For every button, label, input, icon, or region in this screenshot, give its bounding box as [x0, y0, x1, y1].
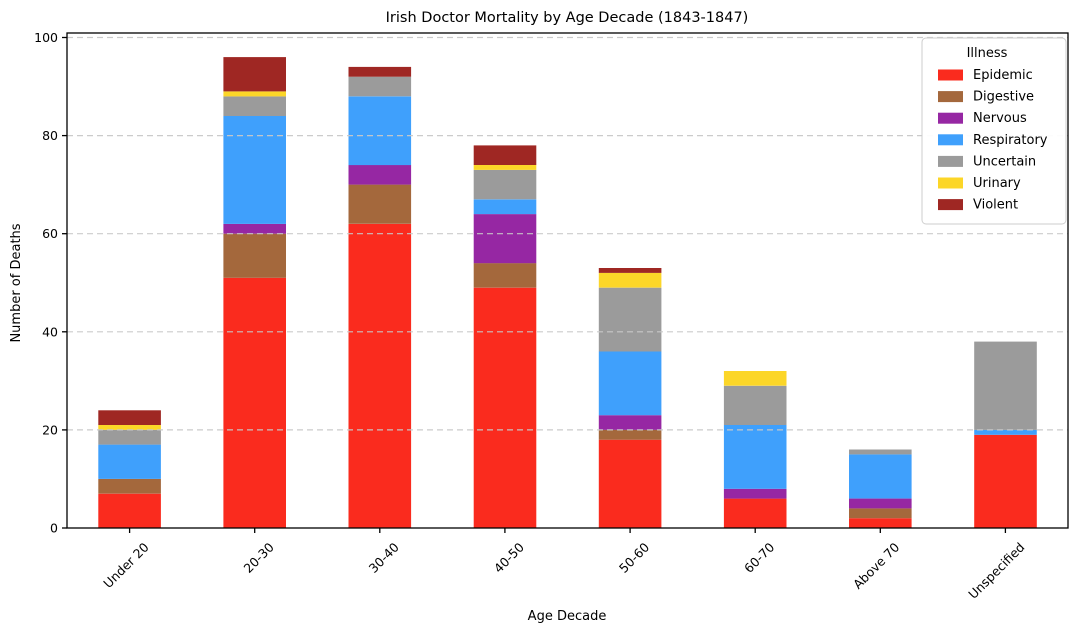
bar-segment-epidemic-above-70	[849, 518, 912, 528]
x-tick-label: 20-30	[241, 539, 277, 575]
bar-segment-uncertain-unspecified	[974, 341, 1037, 430]
bar-segment-digestive-20-30	[223, 233, 286, 278]
bar-segment-uncertain-40-50	[473, 169, 537, 200]
y-tick-label: 0	[50, 521, 58, 536]
bar-segment-respiratory-30-40	[348, 96, 412, 166]
bar-segment-uncertain-60-70	[723, 385, 787, 425]
bar-segment-urinary-20-30	[223, 91, 286, 97]
y-tick-label: 60	[42, 226, 58, 241]
bar-segment-violent-20-30	[223, 57, 286, 92]
bar-segment-uncertain-30-40	[348, 76, 412, 97]
bar-segment-respiratory-40-50	[473, 199, 537, 215]
bar-segment-uncertain-under-20	[98, 429, 161, 445]
gridlines	[67, 36, 1068, 431]
bar-segment-uncertain-above-70	[849, 449, 912, 455]
legend-label-epidemic: Epidemic	[973, 68, 1033, 83]
bar-segment-uncertain-50-60	[598, 287, 662, 352]
bar-segment-urinary-60-70	[723, 371, 787, 386]
bar-segment-epidemic-40-50	[473, 287, 537, 528]
y-tick-label: 80	[42, 128, 58, 143]
legend-label-uncertain: Uncertain	[973, 154, 1036, 169]
x-tick-label: 30-40	[366, 539, 402, 575]
bar-segment-digestive-40-50	[473, 263, 537, 288]
bar-segment-epidemic-60-70	[723, 498, 787, 528]
legend-swatch-urinary	[938, 177, 963, 189]
bar-segment-nervous-50-60	[598, 415, 662, 430]
legend-swatch-uncertain	[938, 155, 963, 167]
bar-segment-epidemic-unspecified	[974, 434, 1037, 528]
bar-segment-nervous-60-70	[723, 488, 787, 499]
legend-swatch-respiratory	[938, 134, 963, 146]
legend-label-urinary: Urinary	[973, 176, 1021, 191]
bar-segment-nervous-30-40	[348, 165, 412, 185]
legend-label-respiratory: Respiratory	[973, 133, 1048, 148]
bars-layer	[98, 57, 1037, 528]
bar-segment-violent-under-20	[98, 410, 161, 425]
bar-segment-respiratory-under-20	[98, 444, 161, 479]
bar-segment-epidemic-20-30	[223, 277, 286, 528]
bar-segment-nervous-above-70	[849, 498, 912, 509]
bar-segment-nervous-20-30	[223, 223, 286, 234]
bar-segment-urinary-50-60	[598, 272, 662, 288]
x-tick-label: 50-60	[616, 539, 652, 575]
legend-swatch-nervous	[938, 112, 963, 124]
legend-box	[921, 37, 1067, 225]
legend-swatch-epidemic	[938, 69, 963, 81]
bar-segment-epidemic-50-60	[598, 439, 662, 528]
axes: 0 20 40 60 80 100 Under 20 20-30 30-40 40-50 50-60…	[34, 30, 1069, 602]
legend-label-violent: Violent	[973, 198, 1018, 213]
bar-segment-uncertain-20-30	[223, 96, 286, 116]
bar-segment-violent-40-50	[473, 145, 537, 165]
bar-segment-violent-50-60	[598, 268, 662, 273]
y-axis-label: Number of Deaths	[9, 223, 24, 342]
y-tick-label: 100	[34, 30, 58, 45]
legend-swatch-violent	[938, 199, 963, 211]
x-tick-label: 40-50	[491, 539, 527, 575]
bar-segment-respiratory-50-60	[598, 351, 662, 416]
x-tick-label: Under 20	[100, 539, 151, 590]
plot-border	[66, 32, 1069, 529]
bar-segment-epidemic-under-20	[98, 493, 161, 528]
bar-segment-respiratory-unspecified	[974, 429, 1037, 435]
bar-segment-respiratory-60-70	[723, 425, 787, 489]
legend: Illness Epidemic Digestive Nervous Respirato…	[921, 37, 1067, 225]
bar-segment-respiratory-20-30	[223, 116, 286, 224]
x-axis-label: Age Decade	[528, 609, 607, 624]
legend-swatch-digestive	[938, 91, 963, 103]
y-tick-label: 40	[42, 324, 58, 339]
bar-segment-respiratory-above-70	[849, 454, 912, 499]
bar-segment-nervous-40-50	[473, 214, 537, 264]
bar-segment-digestive-above-70	[849, 508, 912, 519]
bar-segment-digestive-30-40	[348, 184, 412, 224]
bar-segment-epidemic-30-40	[348, 223, 412, 528]
bar-segment-digestive-under-20	[98, 478, 161, 494]
chart-title: Irish Doctor Mortality by Age Decade (18…	[386, 10, 749, 26]
x-tick-label: Above 70	[850, 539, 902, 591]
bar-segment-urinary-under-20	[98, 425, 161, 430]
bar-segment-violent-30-40	[348, 66, 412, 77]
x-tick-label: Unspecified	[965, 540, 1027, 602]
x-tick-label: 60-70	[741, 539, 777, 575]
legend-label-digestive: Digestive	[973, 90, 1034, 105]
legend-title: Illness	[967, 46, 1008, 61]
legend-label-nervous: Nervous	[973, 111, 1027, 126]
bar-segment-digestive-50-60	[598, 429, 662, 440]
bar-segment-urinary-40-50	[473, 165, 537, 170]
y-tick-label: 20	[42, 422, 58, 437]
